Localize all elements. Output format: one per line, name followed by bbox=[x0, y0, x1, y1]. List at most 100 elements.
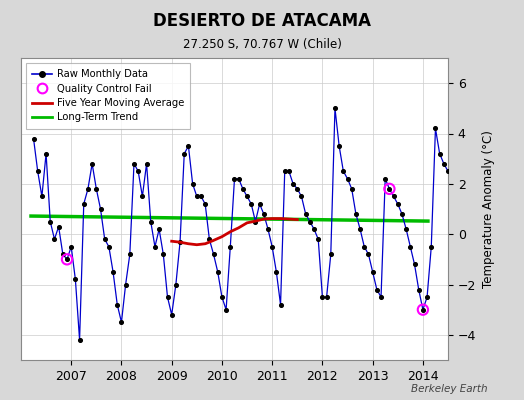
Point bbox=[519, 302, 524, 308]
Point bbox=[427, 244, 435, 250]
Point bbox=[435, 150, 444, 157]
Point bbox=[280, 168, 289, 174]
Point bbox=[189, 181, 197, 187]
Point bbox=[243, 193, 251, 200]
Point bbox=[511, 244, 519, 250]
Point bbox=[276, 302, 285, 308]
Point bbox=[486, 193, 494, 200]
Point bbox=[134, 168, 143, 174]
Point bbox=[385, 186, 394, 192]
Point bbox=[310, 226, 318, 232]
Point bbox=[352, 211, 360, 217]
Point bbox=[364, 251, 373, 258]
Point bbox=[339, 168, 347, 174]
Y-axis label: Temperature Anomaly (°C): Temperature Anomaly (°C) bbox=[482, 130, 495, 288]
Point bbox=[29, 135, 38, 142]
Point bbox=[448, 150, 456, 157]
Point bbox=[226, 244, 235, 250]
Point bbox=[423, 294, 431, 300]
Point bbox=[63, 256, 71, 262]
Point bbox=[444, 168, 452, 174]
Point bbox=[360, 244, 368, 250]
Point bbox=[406, 244, 414, 250]
Point bbox=[176, 238, 184, 245]
Point bbox=[469, 211, 477, 217]
Point bbox=[180, 150, 189, 157]
Point bbox=[314, 236, 322, 242]
Point bbox=[34, 168, 42, 174]
Point bbox=[122, 281, 130, 288]
Point bbox=[431, 125, 440, 132]
Point bbox=[498, 218, 507, 225]
Point bbox=[507, 226, 515, 232]
Point bbox=[410, 261, 419, 268]
Point bbox=[50, 236, 59, 242]
Point bbox=[67, 244, 75, 250]
Point bbox=[465, 201, 473, 207]
Point bbox=[419, 306, 427, 313]
Point bbox=[414, 286, 423, 293]
Point bbox=[222, 306, 231, 313]
Point bbox=[523, 256, 524, 262]
Point bbox=[38, 193, 46, 200]
Point bbox=[80, 201, 88, 207]
Point bbox=[46, 218, 54, 225]
Text: Berkeley Earth: Berkeley Earth bbox=[411, 384, 487, 394]
Point bbox=[210, 251, 218, 258]
Point bbox=[347, 186, 356, 192]
Point bbox=[71, 276, 80, 283]
Point bbox=[54, 224, 63, 230]
Point bbox=[368, 269, 377, 275]
Point bbox=[168, 312, 176, 318]
Point bbox=[88, 160, 96, 167]
Point bbox=[113, 302, 122, 308]
Text: DESIERTO DE ATACAMA: DESIERTO DE ATACAMA bbox=[153, 12, 371, 30]
Point bbox=[381, 176, 389, 182]
Point bbox=[419, 306, 427, 313]
Point bbox=[490, 201, 498, 207]
Point bbox=[322, 294, 331, 300]
Point bbox=[272, 269, 280, 275]
Point bbox=[251, 218, 259, 225]
Point bbox=[461, 236, 469, 242]
Point bbox=[373, 286, 381, 293]
Point bbox=[159, 251, 168, 258]
Point bbox=[356, 226, 364, 232]
Point bbox=[163, 294, 172, 300]
Text: 27.250 S, 70.767 W (Chile): 27.250 S, 70.767 W (Chile) bbox=[182, 38, 342, 51]
Point bbox=[247, 201, 255, 207]
Point bbox=[343, 176, 352, 182]
Point bbox=[109, 269, 117, 275]
Point bbox=[473, 218, 482, 225]
Point bbox=[63, 256, 71, 262]
Point bbox=[331, 105, 339, 112]
Point bbox=[184, 143, 193, 149]
Point bbox=[147, 218, 155, 225]
Legend: Raw Monthly Data, Quality Control Fail, Five Year Moving Average, Long-Term Tren: Raw Monthly Data, Quality Control Fail, … bbox=[26, 63, 190, 128]
Point bbox=[96, 206, 105, 212]
Point bbox=[155, 226, 163, 232]
Point bbox=[297, 193, 305, 200]
Point bbox=[264, 226, 272, 232]
Point bbox=[126, 251, 134, 258]
Point bbox=[201, 201, 210, 207]
Point bbox=[289, 181, 297, 187]
Point bbox=[42, 150, 50, 157]
Point bbox=[101, 236, 109, 242]
Point bbox=[214, 269, 222, 275]
Point bbox=[238, 186, 247, 192]
Point bbox=[305, 218, 314, 225]
Point bbox=[477, 226, 486, 232]
Point bbox=[151, 244, 159, 250]
Point bbox=[197, 193, 205, 200]
Point bbox=[231, 176, 239, 182]
Point bbox=[234, 176, 243, 182]
Point bbox=[440, 160, 448, 167]
Point bbox=[335, 143, 343, 149]
Point bbox=[138, 193, 147, 200]
Point bbox=[456, 218, 465, 225]
Point bbox=[143, 160, 151, 167]
Point bbox=[326, 251, 335, 258]
Point bbox=[389, 193, 398, 200]
Point bbox=[452, 211, 461, 217]
